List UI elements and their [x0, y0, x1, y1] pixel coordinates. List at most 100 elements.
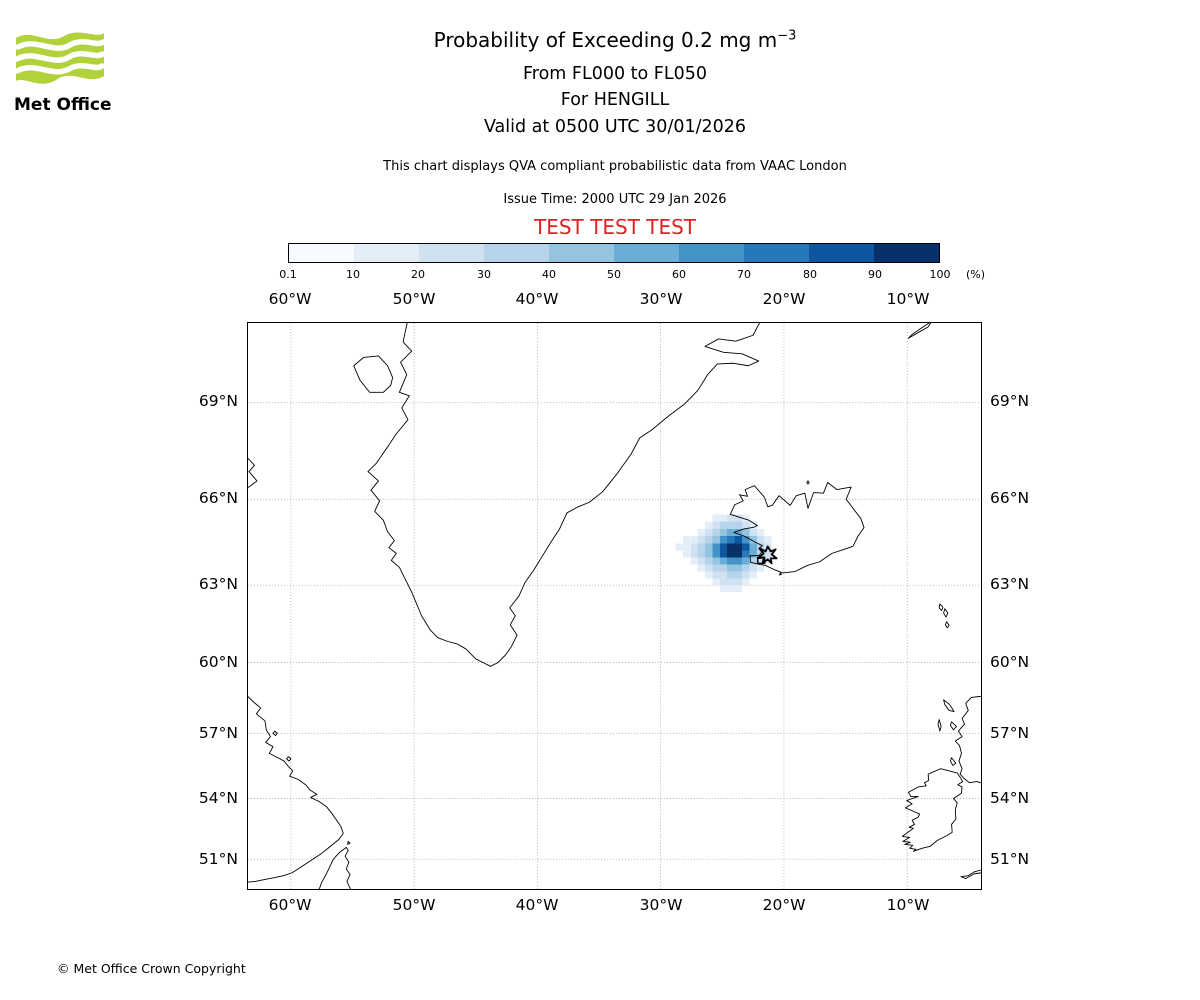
volcano-name-line: For HENGILL: [560, 90, 670, 110]
latitude-label-right: 54°N: [990, 789, 1030, 807]
coastline: [949, 757, 957, 766]
colorbar-tick-label: 100: [929, 268, 951, 281]
probability-cell: [719, 550, 728, 558]
latitude-label-right: 57°N: [990, 724, 1030, 742]
colorbar-unit-label: (%): [966, 268, 986, 281]
colorbar-tick-label: 60: [672, 268, 686, 281]
volcano-marker-box: [757, 556, 766, 565]
coastline: [943, 699, 955, 712]
probability-cell: [719, 536, 728, 544]
longitude-label-top: 50°W: [392, 290, 436, 308]
longitude-label-bottom: 50°W: [392, 896, 436, 914]
probability-cell: [712, 543, 720, 551]
longitude-label-top: 10°W: [886, 290, 930, 308]
probability-cell: [719, 521, 728, 529]
logo-wave-line: [15, 39, 106, 51]
coastline: [248, 457, 258, 489]
probability-cell: [727, 514, 735, 522]
latitude-label-left: 63°N: [198, 575, 238, 593]
probability-cell: [742, 514, 750, 522]
probability-cell: [682, 550, 691, 558]
probability-cell: [712, 521, 720, 529]
probability-cell: [712, 571, 720, 579]
valid-time-line: Valid at 0500 UTC 30/01/2026: [483, 117, 747, 137]
colorbar-segment: [679, 244, 744, 262]
colorbar-tick-label: 80: [803, 268, 817, 281]
longitude-label-top: 20°W: [762, 290, 806, 308]
probability-cell: [719, 585, 728, 592]
probability-cell: [734, 564, 743, 572]
probability-cell: [727, 550, 735, 558]
colorbar-segment: [354, 244, 419, 262]
chart-title-text: Probability of Exceeding 0.2 mg m: [433, 28, 778, 52]
probability-cell: [749, 564, 757, 572]
longitude-label-bottom: 60°W: [268, 896, 312, 914]
logo-wave-line: [14, 63, 105, 75]
longitude-label-bottom: 30°W: [639, 896, 683, 914]
probability-cell: [705, 528, 713, 537]
probability-cell: [756, 557, 765, 565]
coastline: [937, 719, 942, 732]
probability-cell: [749, 543, 757, 551]
met-office-logo-text: Met Office: [14, 95, 112, 115]
latitude-label-right: 69°N: [990, 392, 1030, 410]
probability-cell: [697, 536, 706, 544]
coastline: [806, 480, 810, 485]
coastline: [286, 756, 292, 762]
probability-cell: [734, 543, 743, 551]
probability-cell: [742, 543, 750, 551]
probability-cell: [742, 571, 750, 579]
latitude-label-right: 60°N: [990, 653, 1030, 671]
probability-cell: [734, 550, 743, 558]
probability-cell: [712, 528, 720, 537]
probability-cell: [734, 585, 743, 592]
longitude-label-bottom: 10°W: [886, 896, 930, 914]
colorbar-segment: [744, 244, 809, 262]
coastline: [943, 608, 949, 618]
colorbar-tick-label: 0.1: [279, 268, 297, 281]
coastline: [367, 323, 761, 667]
probability-cell: [742, 564, 750, 572]
coastline: [944, 621, 950, 629]
probability-cell: [749, 536, 757, 544]
probability-cell: [756, 536, 765, 544]
colorbar-segment: [419, 244, 484, 262]
probability-cell: [727, 571, 735, 579]
coastline: [729, 482, 865, 574]
probability-cell: [764, 557, 772, 565]
longitude-label-bottom: 20°W: [762, 896, 806, 914]
probability-cell: [705, 557, 713, 565]
probability-cell: [742, 557, 750, 565]
colorbar-tick-label: 20: [411, 268, 425, 281]
map-svg: [248, 323, 981, 889]
coastline: [779, 572, 782, 576]
probability-cell: [682, 536, 691, 544]
probability-cell: [690, 557, 698, 565]
longitude-label-top: 60°W: [268, 290, 312, 308]
probability-cell: [712, 578, 720, 586]
probability-cell: [742, 550, 750, 558]
probability-cell: [764, 536, 772, 544]
probability-cell: [749, 557, 757, 565]
latitude-label-left: 66°N: [198, 489, 238, 507]
longitude-label-top: 30°W: [639, 290, 683, 308]
probability-cell: [719, 571, 728, 579]
coastline: [954, 695, 981, 784]
colorbar-segment: [289, 244, 354, 262]
probability-cell: [705, 571, 713, 579]
copyright-notice: © Met Office Crown Copyright: [57, 961, 246, 976]
probability-cell: [749, 571, 757, 579]
probability-cell: [734, 571, 743, 579]
probability-cell: [697, 564, 706, 572]
probability-cell: [712, 514, 720, 522]
probability-cell: [734, 528, 743, 537]
coastline: [347, 840, 351, 845]
probability-cell: [727, 557, 735, 565]
probability-cell: [742, 578, 750, 586]
probability-cell: [719, 514, 728, 522]
colorbar-tick-label: 50: [607, 268, 621, 281]
latitude-label-left: 69°N: [198, 392, 238, 410]
coastline: [272, 730, 278, 736]
latitude-label-left: 57°N: [198, 724, 238, 742]
